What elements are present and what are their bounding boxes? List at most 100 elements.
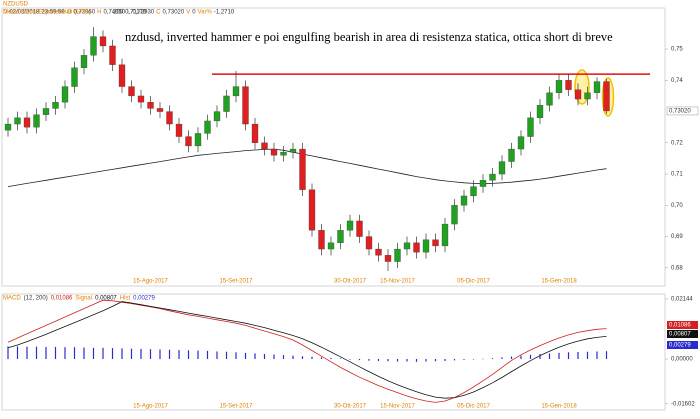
candle-body — [413, 242, 420, 253]
macd-header: 0,01086 — [51, 296, 73, 302]
hist-bar — [159, 349, 161, 359]
macd-header: Hist — [120, 296, 131, 302]
hist-bar — [149, 349, 152, 359]
candle-body — [204, 120, 211, 134]
y-tick-label: 0,75 — [671, 47, 683, 53]
candle-body — [308, 189, 316, 231]
hist-bar — [26, 346, 28, 359]
hist-bar — [263, 353, 266, 359]
symbol: NZDUSD — [3, 2, 29, 8]
candle-body — [584, 92, 591, 100]
hist-bar — [54, 346, 57, 359]
candle-body — [4, 123, 12, 131]
quote-text: V — [186, 10, 190, 16]
candle-body — [327, 242, 335, 250]
x-tick-label: 15-Set-2017 — [219, 404, 253, 410]
candle-body — [242, 86, 249, 125]
candle-body — [194, 133, 202, 147]
x-tick-label: 15-Gen-2018 — [541, 279, 577, 285]
hist-bar — [444, 359, 446, 361]
macd-header: (12, 200) — [24, 296, 48, 302]
candle-body — [603, 81, 610, 112]
y-tick-label: 0,02144 — [671, 297, 693, 303]
price-panel-frame — [1, 7, 666, 287]
last-value-box — [667, 321, 698, 329]
candle-body — [394, 248, 401, 262]
hist-bar — [111, 348, 114, 359]
quote-text: Medie Mobili Esponenziali (EMA) — [3, 10, 91, 16]
hist-bar — [206, 350, 209, 359]
quote-text: 0 — [192, 10, 196, 16]
candle-body — [299, 148, 306, 190]
hist-bar — [548, 353, 551, 359]
macd-line — [7, 299, 607, 403]
hist-bar — [453, 359, 456, 361]
hist-bar — [558, 352, 560, 359]
hist-bar — [254, 353, 256, 359]
candle-body — [555, 80, 563, 93]
hist-bar — [311, 356, 313, 359]
hist-bar — [92, 347, 95, 359]
candle-body — [280, 152, 287, 156]
y-tick-label: 0,00000 — [671, 357, 693, 363]
candle-body — [270, 148, 278, 156]
quote-text: 0,73020 — [163, 10, 185, 16]
last-value-label: 0,00807 — [669, 332, 691, 338]
candle-body — [128, 86, 135, 97]
hist-bar — [301, 356, 304, 359]
candle-body — [99, 36, 107, 47]
candle-body — [517, 136, 525, 150]
candle-body — [546, 92, 553, 106]
hist-bar — [349, 359, 351, 360]
quote-text: 200 — [113, 10, 124, 16]
x-tick-label: 05-Dic-2017 — [457, 279, 490, 285]
candle-body — [593, 81, 601, 93]
quote-text: L — [127, 10, 131, 16]
candle-body — [365, 236, 373, 250]
x-tick-label: 15-Ago-2017 — [133, 404, 168, 410]
hist-bar — [539, 353, 541, 359]
hist-bar — [244, 352, 247, 359]
hist-bar — [187, 350, 190, 359]
candle-body — [508, 148, 515, 162]
quote-text: H — [97, 10, 101, 16]
hist-bar — [121, 348, 123, 359]
hist-bar — [83, 347, 85, 359]
hist-bar — [178, 350, 180, 359]
hist-bar — [596, 351, 598, 359]
hist-bar — [292, 355, 294, 359]
candle-body — [441, 223, 449, 247]
candle-body — [356, 220, 363, 237]
hist-bar — [434, 359, 437, 362]
candle-body — [232, 86, 240, 97]
hist-bar — [482, 358, 484, 360]
hist-bar — [330, 357, 332, 359]
candle-body — [90, 36, 97, 56]
candle-body — [403, 242, 411, 250]
hist-bar — [368, 359, 370, 361]
macd-header: Signal — [75, 296, 92, 302]
hist-bar — [197, 350, 199, 359]
candle-body — [261, 142, 268, 150]
y-tick-label: 0,70 — [671, 203, 683, 209]
hist-bar — [320, 357, 323, 359]
hist-bar — [35, 346, 38, 359]
hist-bar — [529, 354, 532, 359]
candle-body — [175, 123, 183, 137]
candle-body — [470, 186, 477, 197]
candle-body — [223, 95, 230, 112]
candle-body — [565, 80, 572, 90]
annotation: nzdusd, inverted hammer e poi engulfing … — [125, 30, 613, 44]
hist-bar — [510, 356, 513, 359]
candle-body — [432, 239, 439, 247]
quote-text: 0,71170 — [125, 10, 147, 16]
last-price-box — [666, 106, 699, 116]
y-tick-label: 0,68 — [671, 265, 683, 271]
y-tick-label: 0,69 — [671, 234, 683, 240]
candle-body — [23, 117, 31, 128]
quote-text: C — [156, 10, 161, 16]
candle-body — [42, 108, 50, 115]
hist-bar — [130, 348, 133, 359]
hist-bar — [387, 359, 389, 362]
